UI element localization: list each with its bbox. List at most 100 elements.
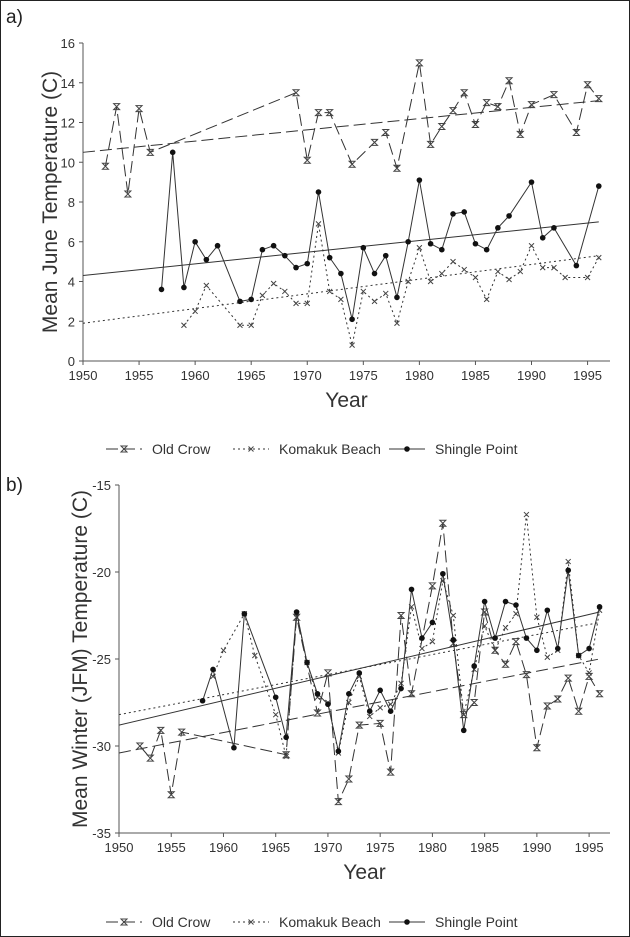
point-old-crow [426,140,435,148]
point-shingle-point [315,189,322,195]
point-shingle-point [427,240,434,247]
point-shingle-point [506,213,512,219]
point-komakuk-beach [349,342,355,348]
point-shingle-point [366,708,373,714]
point-shingle-point [472,240,479,247]
legend-marker-old-crow [119,918,129,926]
x-tick-label: 1985 [470,840,499,855]
point-old-crow [381,128,390,136]
point-komakuk-beach [544,654,551,661]
point-old-crow [347,160,357,168]
point-shingle-point [460,727,467,734]
point-komakuk-beach [586,670,592,676]
y-tick-label: -15 [92,478,111,493]
point-shingle-point [293,264,299,271]
point-old-crow [572,128,581,136]
point-komakuk-beach [304,300,311,307]
x-tick-label: 1970 [313,840,342,855]
point-komakuk-beach [377,704,384,711]
point-komakuk-beach [450,612,457,619]
point-old-crow [584,672,594,680]
y-axis-label: Mean June Temperature (C) [39,71,62,333]
x-axis-label: Year [343,861,385,884]
point-shingle-point [440,570,446,577]
point-shingle-point [169,149,176,156]
point-shingle-point [461,209,468,215]
x-tick-label: 1980 [405,368,434,383]
point-shingle-point [237,298,243,305]
point-komakuk-beach [492,647,498,654]
point-shingle-point [544,607,551,614]
point-komakuk-beach [429,638,436,645]
x-tick-label: 1995 [573,368,602,383]
point-komakuk-beach [382,290,389,297]
point-shingle-point [377,687,383,694]
point-old-crow [553,695,562,703]
point-shingle-point [387,708,394,714]
series-line-komakuk-beach [212,514,601,757]
point-shingle-point [408,586,415,593]
point-shingle-point [539,234,546,241]
x-tick-label: 1955 [157,840,186,855]
point-komakuk-beach [192,308,198,315]
x-tick-label: 1985 [461,368,490,383]
point-old-crow [344,775,354,783]
point-komakuk-beach [251,652,258,659]
point-old-crow [583,81,592,89]
point-shingle-point [325,701,331,708]
point-shingle-point [181,284,187,291]
point-old-crow [135,742,145,750]
trendline-shingle-point [82,221,599,277]
point-shingle-point [270,242,277,249]
x-tick-label: 1990 [517,368,546,383]
point-shingle-point [596,604,603,610]
point-old-crow [493,103,503,111]
point-komakuk-beach [517,268,524,275]
point-komakuk-beach [416,244,423,251]
point-old-crow [532,744,542,752]
point-shingle-point [203,256,210,263]
point-shingle-point [314,691,321,697]
x-tick-label: 1960 [209,840,238,855]
point-old-crow [595,690,604,698]
x-tick-label: 1995 [575,840,604,855]
point-komakuk-beach [495,268,501,275]
point-old-crow [471,120,480,128]
point-komakuk-beach [366,713,373,720]
point-shingle-point [346,691,352,697]
series-line-komakuk-beach [183,223,600,346]
legend-marker-komakuk-beach [248,919,254,925]
point-komakuk-beach [259,292,266,299]
y-tick-label: 0 [68,354,75,369]
point-komakuk-beach [513,610,519,617]
point-komakuk-beach [398,680,404,687]
x-axis-label: Year [325,389,367,412]
y-tick-label: 8 [68,195,75,210]
y-tick-label: -20 [92,565,111,580]
point-komakuk-beach [360,288,367,295]
y-tick-label: 6 [68,235,75,250]
point-old-crow [370,138,379,146]
point-old-crow [134,105,144,113]
point-shingle-point [481,598,488,605]
point-komakuk-beach [450,258,456,265]
panel-a-letter: a) [6,7,23,28]
point-old-crow [437,122,447,130]
point-shingle-point [483,246,490,253]
point-shingle-point [214,242,221,249]
point-shingle-point [551,225,557,231]
point-shingle-point [429,619,436,626]
point-shingle-point [231,744,237,751]
point-old-crow [549,91,559,99]
point-old-crow [522,671,531,679]
point-komakuk-beach [539,264,546,271]
point-old-crow [448,107,458,115]
point-old-crow [355,721,364,729]
point-komakuk-beach [551,264,557,271]
point-shingle-point [248,296,254,303]
point-komakuk-beach [281,288,288,295]
point-old-crow [480,608,489,616]
y-tick-label: 4 [68,275,75,290]
point-komakuk-beach [405,278,412,285]
point-shingle-point [554,645,561,652]
